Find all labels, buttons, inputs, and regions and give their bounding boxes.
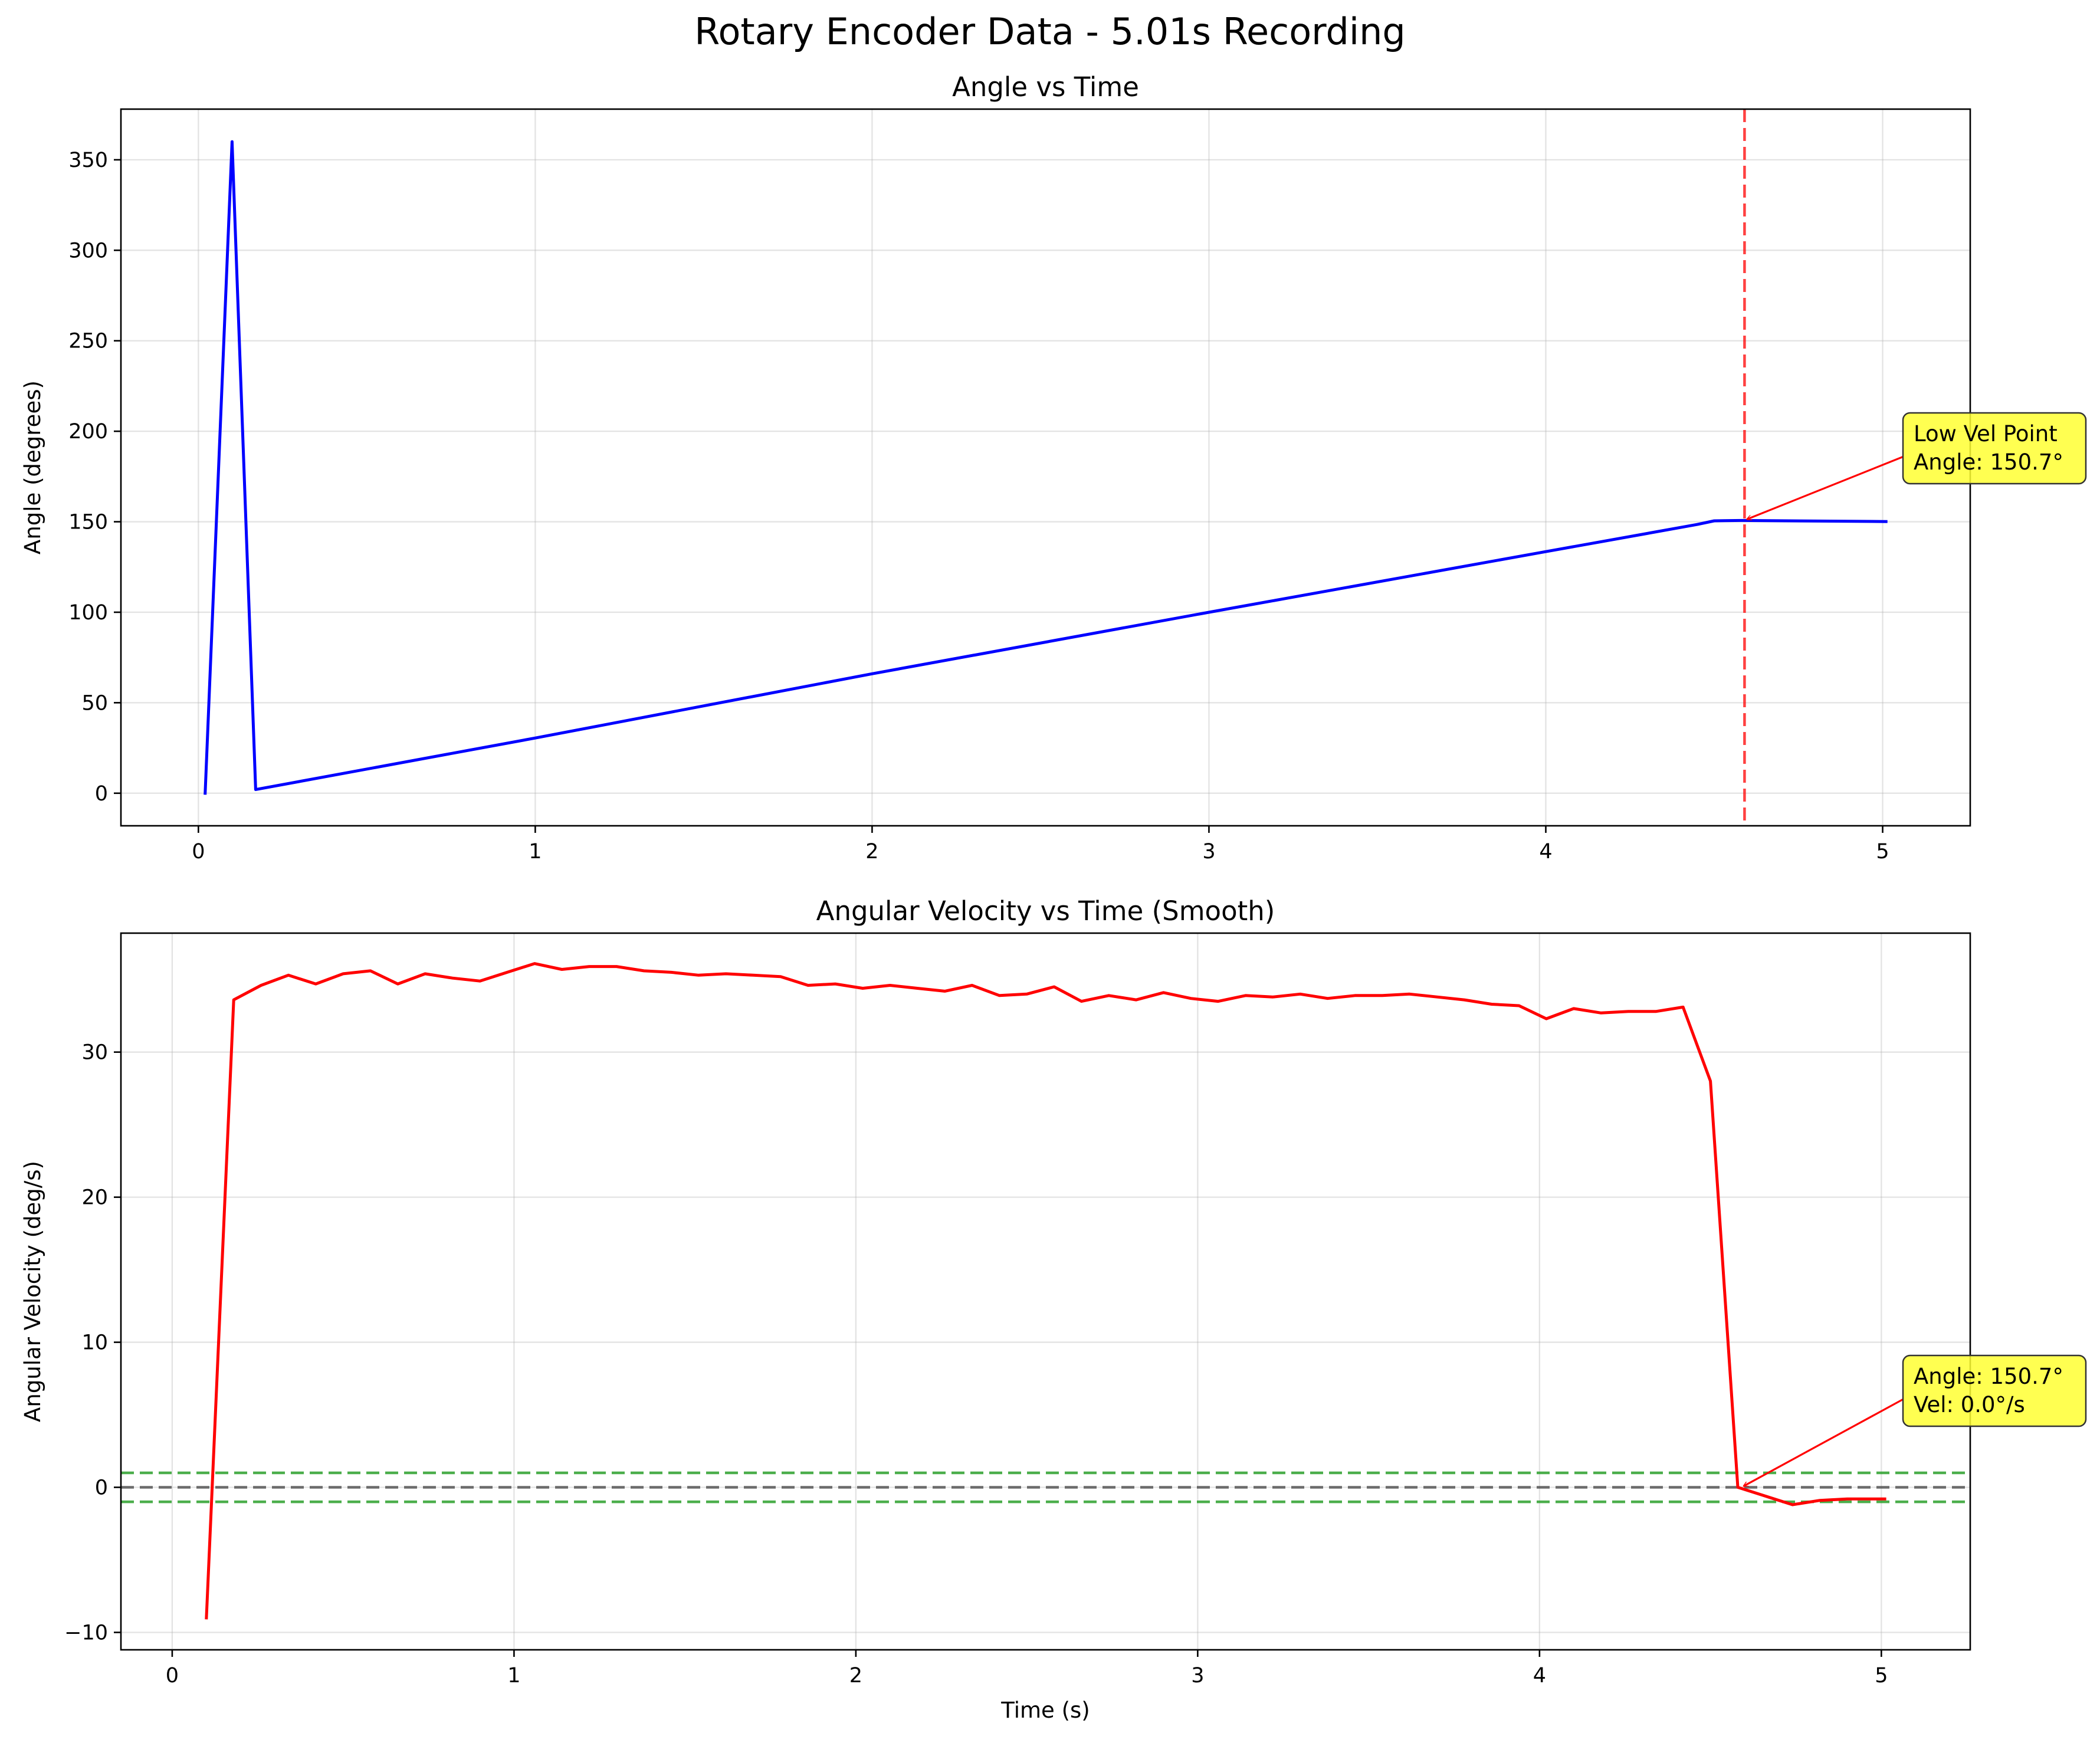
figure-title: Rotary Encoder Data - 5.01s Recording [694, 10, 1406, 53]
annotation-text: Vel: 0.0°/s [1914, 1392, 2025, 1417]
annotation-arrow [1747, 455, 1904, 519]
series-line-0 [205, 962, 1886, 1620]
y-tick-label: 10 [81, 1331, 108, 1355]
velocity-chart: 0 1 2 3 4 5 −10 0 10 20 30 Angular Velocity vs Time… [20, 895, 2087, 1723]
series-line-0 [204, 140, 1888, 795]
x-tick-label: 1 [507, 1664, 520, 1688]
y-axis-label: Angular Velocity (deg/s) [20, 1161, 45, 1422]
x-tick-label: 0 [166, 1664, 179, 1688]
chart-title: Angular Velocity vs Time (Smooth) [816, 895, 1275, 927]
x-tick-label: 5 [1875, 1664, 1888, 1688]
y-tick-label: 150 [68, 511, 108, 534]
y-tick-label: 250 [68, 330, 108, 353]
y-tick-label: 50 [81, 691, 108, 715]
annotation-text: Angle: 150.7° [1914, 1364, 2063, 1389]
annotation-arrow [1744, 1398, 1904, 1487]
y-tick-label: −10 [64, 1621, 108, 1644]
x-tick-label: 5 [1876, 840, 1889, 864]
y-tick-label: 350 [68, 149, 108, 172]
x-axis-label: Time (s) [1000, 1698, 1090, 1723]
y-tick-label: 0 [95, 1476, 108, 1500]
y-axis-label: Angle (degrees) [20, 380, 45, 554]
axes-frame [120, 932, 1971, 1651]
x-tick-label: 4 [1539, 840, 1552, 864]
annotation-box [1902, 1354, 2087, 1427]
annotation-text: Low Vel Point [1914, 421, 2058, 447]
annotation-text: Angle: 150.7° [1914, 449, 2063, 475]
x-tick-label: 2 [865, 840, 878, 864]
chart-title: Angle vs Time [952, 71, 1139, 103]
x-tick-label: 4 [1533, 1664, 1546, 1688]
x-tick-label: 1 [529, 840, 542, 864]
x-tick-label: 2 [849, 1664, 862, 1688]
y-tick-label: 30 [81, 1041, 108, 1065]
plot-area [121, 933, 1970, 1650]
y-tick-label: 300 [68, 239, 108, 262]
y-tick-label: 0 [95, 782, 108, 806]
x-tick-label: 0 [192, 840, 205, 864]
x-tick-label: 3 [1202, 840, 1215, 864]
plot-area [121, 109, 1970, 826]
annotation-box [1902, 412, 2087, 485]
x-tick-label: 3 [1191, 1664, 1204, 1688]
y-tick-label: 20 [81, 1186, 108, 1210]
y-tick-label: 200 [68, 420, 108, 444]
y-tick-label: 100 [68, 601, 108, 625]
